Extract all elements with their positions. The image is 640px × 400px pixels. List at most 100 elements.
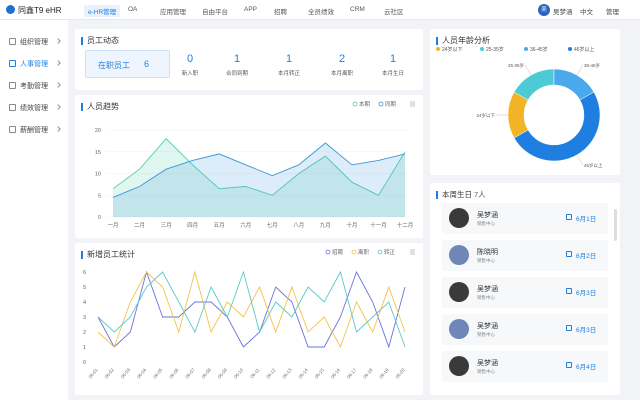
nav-item[interactable]: 云社区 (384, 9, 404, 16)
calendar-icon (566, 251, 572, 257)
stat-value: 0 (186, 53, 194, 65)
pie-slice (513, 91, 601, 162)
chart: 0 5 10 15 20 一月 二月 三月 四月 五月 六月 七月 八月 九月 十月 十一月 十二月 本期 同期 (95, 100, 415, 229)
x-tick-label: 06-07 (184, 367, 196, 379)
card-title: 人员年龄分析 (442, 36, 490, 45)
title-accent (81, 251, 83, 259)
person-name: 吴梦涵 (477, 323, 498, 330)
nav-item[interactable]: APP (244, 6, 258, 13)
title-accent (81, 103, 83, 111)
nav-item[interactable]: 应用管理 (160, 9, 186, 16)
lang[interactable]: 中文 (580, 9, 593, 16)
legend-marker (351, 249, 357, 255)
x-tick-label: 四月 (187, 222, 198, 229)
menu-item[interactable]: 绩效管理 (20, 105, 48, 112)
x-tick-label: 06-05 (152, 367, 164, 379)
x-tick-label: 06-03 (120, 367, 132, 379)
label-line (524, 64, 532, 76)
x-tick-label: 一月 (107, 222, 118, 229)
y-tick-label: 5 (98, 193, 101, 199)
pie-slice (507, 91, 529, 139)
birthday-date: 6月4日 (576, 364, 597, 371)
y-tick-label: 0 (83, 360, 86, 366)
menu-item[interactable]: 人事管理 (20, 61, 48, 68)
menu-item[interactable]: 组织管理 (20, 39, 48, 46)
person-dept: 销售中心 (477, 295, 495, 300)
card-title: 新增员工统计 (87, 250, 135, 259)
birthday-date: 6月1日 (576, 216, 597, 223)
line (97, 270, 406, 349)
legend-label: 同期 (385, 101, 397, 108)
x-tick-label: 06-01 (88, 367, 100, 379)
slice-label: 24岁以下 (476, 112, 495, 119)
menu-arrow (55, 104, 61, 110)
x-tick-label: 九月 (320, 221, 331, 229)
x-tick-label: 06-04 (136, 367, 148, 379)
nav-item[interactable]: OA (128, 6, 138, 13)
pie-slice (513, 68, 555, 101)
menu-icon (9, 126, 16, 133)
person-dept: 销售中心 (477, 258, 495, 263)
sidebar: 组织管理人事管理考勤管理绩效管理薪酬管理 (0, 20, 68, 400)
legend-marker (436, 47, 440, 51)
menu-icon (9, 82, 16, 89)
user-name[interactable]: 吴梦涵 (553, 9, 573, 16)
x-tick-label: 三月 (161, 222, 172, 229)
x-tick-label: 06-08 (201, 367, 213, 379)
menu-item[interactable]: 薪酬管理 (20, 127, 48, 134)
line (97, 270, 406, 349)
stat-value: 2 (338, 53, 346, 65)
legend-marker (352, 101, 358, 107)
birthday-row[interactable]: 吴梦涵 销售中心 6月3日 (442, 314, 608, 345)
nav-item[interactable]: e-HR管理 (84, 5, 121, 17)
nav-item[interactable]: 自由平台 (202, 9, 228, 16)
person-name: 陈晓明 (477, 249, 498, 256)
x-tick-label: 06-09 (217, 367, 229, 379)
legend-marker (524, 47, 528, 51)
person-dept: 销售中心 (477, 332, 495, 337)
slice-label: 25-35岁 (508, 62, 524, 69)
x-tick-label: 二月 (134, 222, 145, 229)
title-accent (436, 191, 438, 199)
birthday-row[interactable]: 吴梦涵 销售中心 6月3日 (442, 277, 608, 308)
calendar-icon (566, 325, 572, 331)
calendar-icon (566, 214, 572, 220)
x-tick-label: 06-11 (249, 367, 260, 379)
legend-label: 本期 (359, 100, 371, 108)
staff-total-label: 在职员工 (98, 61, 130, 70)
legend-label: 36-45岁 (530, 46, 548, 53)
line (112, 138, 406, 196)
card-title: 人员趋势 (87, 102, 119, 111)
avatar (449, 356, 469, 376)
admin[interactable]: 管理 (606, 9, 619, 16)
stat-value: 1 (389, 53, 397, 65)
menu-arrow (55, 82, 61, 88)
menu-item[interactable]: 考勤管理 (20, 83, 48, 90)
user-avatar[interactable]: 吴 (538, 4, 550, 16)
staff-card: 员工动态 在职员工 6 0 新入职 1 合同到期 1 本月转正 2 本月离职 1 本月生日 (75, 29, 423, 90)
y-tick-label: 6 (83, 270, 86, 276)
birthday-row[interactable]: 陈晓明 销售中心 6月2日 (442, 240, 608, 271)
birthday-row[interactable]: 吴梦涵 销售中心 6月1日 (442, 203, 608, 234)
stat-label: 本月离职 (330, 71, 353, 77)
legend-label: 转正 (384, 248, 396, 256)
birthday-row[interactable]: 吴梦涵 销售中心 6月4日 (442, 351, 608, 382)
label-line (576, 64, 584, 76)
line (97, 270, 406, 348)
x-tick-label: 06-02 (104, 367, 116, 379)
person-dept: 销售中心 (477, 369, 495, 374)
nav-item[interactable]: 招聘 (274, 9, 287, 16)
stat-label: 合同到期 (225, 71, 248, 77)
x-tick-label: 06-10 (233, 367, 245, 379)
x-tick-label: 06-13 (281, 367, 293, 379)
nav-item[interactable]: 全员绩效 (308, 9, 334, 16)
line (112, 142, 406, 198)
avatar (449, 319, 469, 339)
menu-arrow (55, 38, 61, 44)
nav-item[interactable]: CRM (350, 6, 365, 13)
x-tick-label: 06-17 (346, 367, 358, 379)
menu-icon (9, 38, 16, 45)
legend-marker (568, 47, 572, 51)
person-name: 吴梦涵 (477, 212, 498, 219)
x-tick-label: 06-14 (298, 367, 310, 379)
